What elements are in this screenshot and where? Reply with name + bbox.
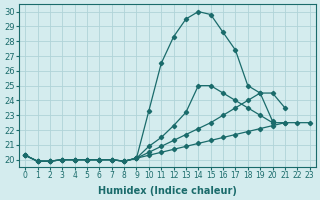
- X-axis label: Humidex (Indice chaleur): Humidex (Indice chaleur): [98, 186, 237, 196]
